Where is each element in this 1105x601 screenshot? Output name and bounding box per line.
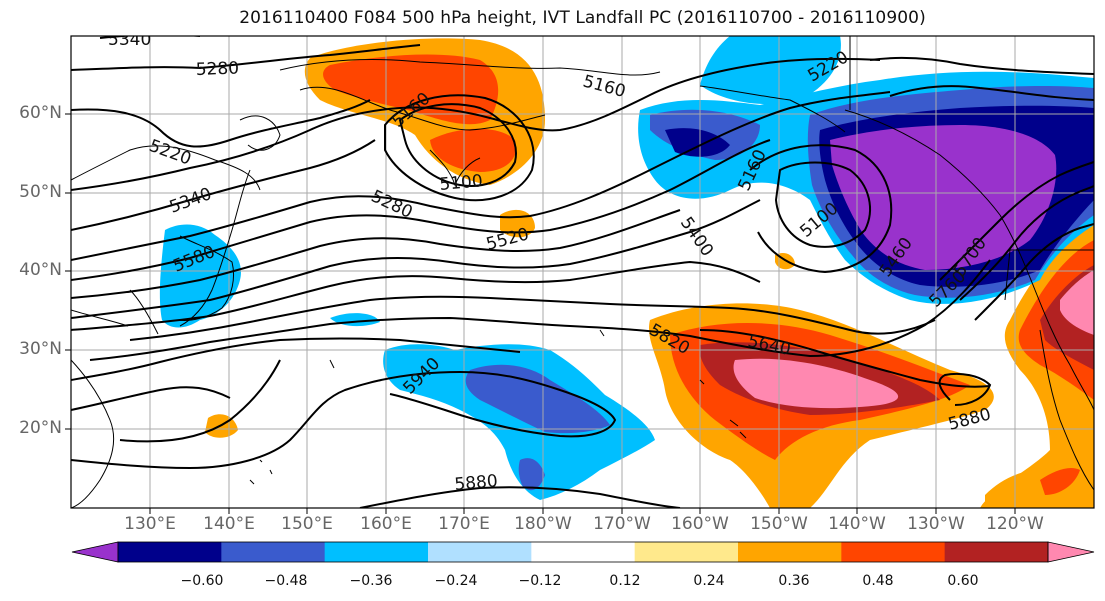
colorbar-tick-label: −0.24 [434, 573, 478, 589]
map-frame [70, 35, 1095, 509]
lon-label: 150°W [750, 514, 808, 534]
contour-label: 5340 [108, 30, 151, 50]
lon-label: 140°W [828, 514, 886, 534]
lon-label: 140°E [203, 514, 255, 534]
lon-label: 180°W [514, 514, 572, 534]
colorbar-tick-label: 0.24 [693, 573, 725, 589]
negative-anomaly-shading [159, 36, 1094, 500]
lon-label: 170°W [593, 514, 651, 534]
lat-label: 30°N [19, 339, 62, 359]
lon-label: 120°W [986, 514, 1044, 534]
map-title: 2016110400 F084 500 hPa height, IVT Land… [239, 8, 926, 28]
lon-label: 150°E [281, 514, 333, 534]
colorbar-tick-label: −0.48 [264, 573, 308, 589]
lat-label: 40°N [19, 260, 62, 280]
colorbar-tick-label: −0.60 [180, 573, 224, 589]
contour-label: 5880 [454, 471, 499, 495]
lat-label: 50°N [19, 182, 62, 202]
contour-label: 5220 [146, 136, 193, 170]
colorbar-tick-label: 0.60 [947, 573, 979, 589]
contour-label: 5340 [167, 184, 214, 218]
lat-label: 20°N [19, 418, 62, 438]
lon-label: 130°E [124, 514, 176, 534]
lon-label: 160°W [671, 514, 729, 534]
lon-label: 170°E [438, 514, 490, 534]
height-contours [71, 36, 1094, 508]
coastlines [71, 36, 1094, 508]
colorbar-tick-label: −0.12 [518, 573, 562, 589]
contour-label: 5100 [439, 171, 484, 195]
axis-ticks [65, 113, 1016, 514]
lat-label: 60°N [19, 103, 62, 123]
contour-label: 5280 [195, 58, 239, 79]
lon-label: 130°W [907, 514, 965, 534]
positive-anomaly-shading [205, 38, 1094, 508]
contour-label: 5400 [676, 213, 717, 260]
graticule [71, 36, 1094, 508]
contour-label: 5160 [581, 72, 628, 103]
colorbar-tick-label: 0.48 [862, 573, 894, 589]
lon-label: 160°E [360, 514, 412, 534]
colorbar-tick-label: 0.12 [609, 573, 641, 589]
colorbar-tick-label: 0.36 [778, 573, 810, 589]
colorbar-tick-label: −0.36 [349, 573, 393, 589]
